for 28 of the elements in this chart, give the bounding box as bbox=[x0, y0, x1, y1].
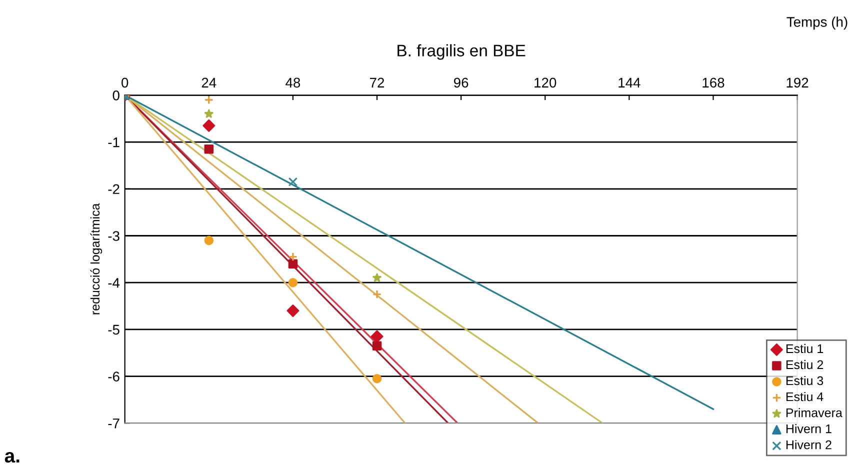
x-tick-label: 192 bbox=[786, 78, 808, 88]
legend-label: Estiu 3 bbox=[786, 376, 824, 386]
x-tick-label: 96 bbox=[454, 78, 468, 88]
x-tick-label: 48 bbox=[286, 78, 300, 88]
chart-title: B. fragilis en BBE bbox=[398, 44, 526, 60]
legend-label: Hivern 2 bbox=[786, 440, 832, 450]
x-tick-label: 120 bbox=[534, 78, 556, 88]
y-tick-label: -4 bbox=[108, 278, 120, 288]
y-tick-label: -7 bbox=[108, 418, 120, 428]
legend-label: Estiu 2 bbox=[786, 360, 824, 370]
legend-label: Estiu 4 bbox=[786, 392, 824, 402]
x-tick-label: 144 bbox=[618, 78, 640, 88]
y-tick-label: -1 bbox=[108, 138, 120, 148]
y-tick-label: -5 bbox=[108, 324, 120, 335]
text: a. bbox=[4, 452, 20, 463]
y-axis-title: reducció logarítmica bbox=[90, 203, 102, 314]
y-tick-label: -6 bbox=[108, 372, 120, 382]
legend-label: Hivern 1 bbox=[786, 424, 832, 434]
x-axis-title: Temps (h) bbox=[786, 16, 848, 30]
x-tick-label: 72 bbox=[370, 78, 384, 88]
y-tick-label: -2 bbox=[108, 184, 120, 194]
legend-label: Primavera bbox=[786, 408, 842, 418]
x-tick-label: 168 bbox=[702, 78, 724, 88]
y-tick-label: -3 bbox=[108, 231, 120, 241]
x-tick-label: 0 bbox=[122, 78, 128, 88]
y-tick-label: 0 bbox=[112, 90, 120, 100]
x-tick-label: 24 bbox=[202, 78, 216, 88]
legend-label: Estiu 1 bbox=[786, 344, 824, 354]
